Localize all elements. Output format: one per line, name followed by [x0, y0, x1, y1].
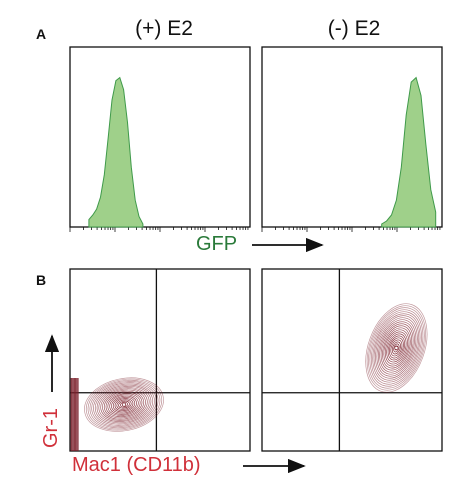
contour-line	[375, 317, 418, 379]
contour-line	[380, 325, 413, 371]
contour-population-minus-e2	[365, 303, 428, 393]
contour-line	[87, 379, 161, 430]
contour-line	[382, 327, 411, 369]
contour-line	[85, 378, 163, 431]
contour-line	[387, 335, 406, 361]
histogram-minus-e2	[381, 76, 437, 228]
contour-line	[390, 339, 403, 357]
panel-label-a: A	[36, 26, 47, 42]
contour-line	[114, 398, 134, 412]
contour-line	[89, 381, 159, 429]
contour-line	[386, 333, 407, 363]
contour-line	[111, 395, 137, 414]
x-axis-label-gfp: GFP	[196, 233, 238, 255]
histogram-plus-e2	[88, 76, 144, 228]
contour-line	[383, 329, 410, 367]
contour-line	[389, 337, 404, 359]
hist-frame-plus-e2	[69, 46, 251, 228]
panel-label-b: B	[36, 272, 47, 288]
contour-line	[369, 309, 424, 387]
contour-line	[393, 343, 400, 353]
contour-line	[370, 311, 422, 385]
contour-line	[94, 384, 154, 425]
contour-line	[377, 321, 415, 375]
condition-title-minus-e2: (-) E2	[327, 17, 381, 40]
contour-line	[98, 387, 150, 422]
dotplot-frame-minus-e2	[261, 268, 443, 452]
contour-line	[118, 400, 130, 409]
condition-title-plus-e2: (+) E2	[135, 17, 193, 40]
hist-ticks	[69, 227, 441, 232]
contour-line	[107, 393, 141, 416]
contour-line	[116, 399, 132, 410]
contour-line	[366, 305, 426, 391]
population-center	[122, 402, 126, 407]
contour-line	[91, 382, 157, 427]
contour-line	[120, 401, 128, 408]
contour-line	[102, 389, 146, 420]
contour-line	[96, 386, 152, 424]
contour-line	[379, 323, 414, 373]
contour-line	[103, 390, 145, 419]
contour-line	[84, 377, 164, 432]
contour-population-plus-e2	[70, 377, 164, 451]
contour-line	[105, 392, 143, 418]
contour-line	[384, 331, 408, 365]
contour-line	[365, 303, 428, 393]
population-center	[394, 346, 399, 350]
contour-line	[100, 388, 148, 421]
contour-line	[112, 396, 136, 413]
y-axis-label-gr1: Gr-1	[40, 408, 62, 448]
contour-line	[373, 315, 420, 381]
dotplot-frame-plus-e2	[69, 268, 251, 452]
contour-line	[391, 341, 401, 355]
contour-line	[93, 383, 155, 426]
contour-line	[368, 307, 425, 389]
contour-line	[372, 313, 421, 383]
contour-line	[376, 319, 417, 377]
contour-line	[109, 394, 139, 415]
x-axis-label-mac1: Mac1 (CD11b)	[72, 454, 201, 476]
